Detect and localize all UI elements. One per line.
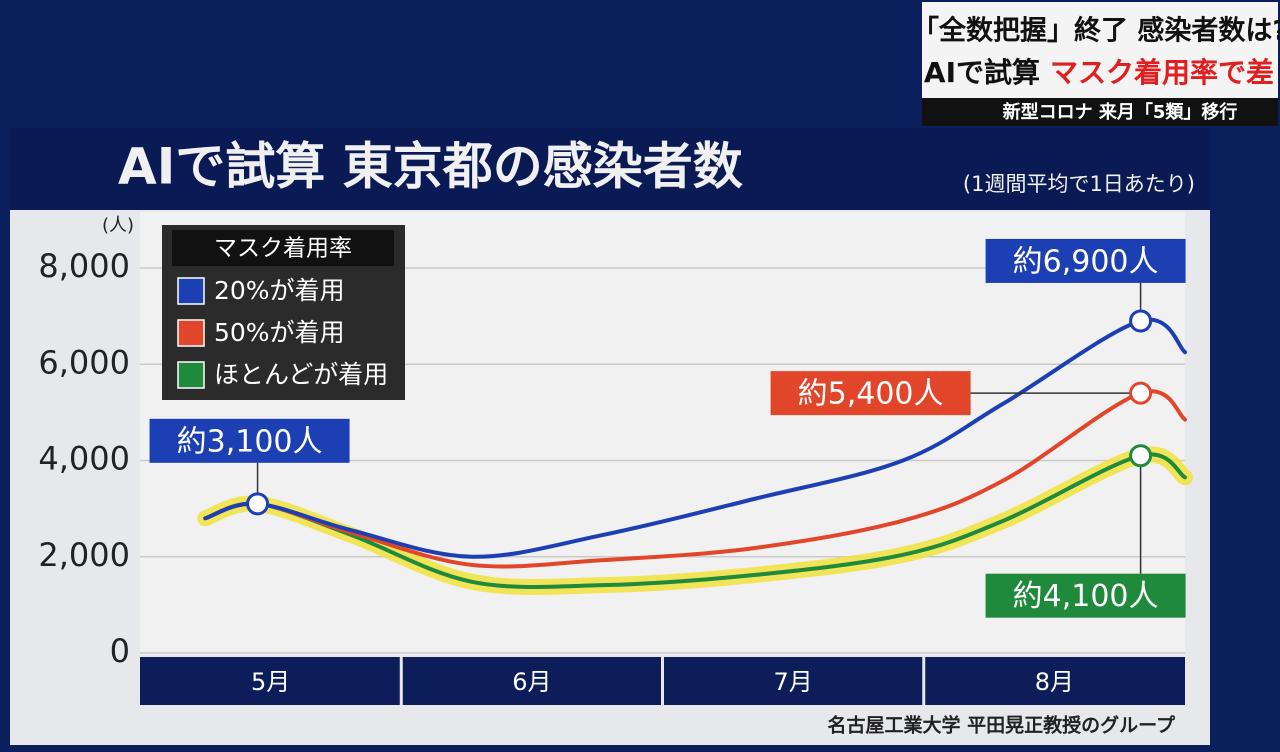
y-tick-label: 8,000 (38, 247, 130, 285)
y-tick-label: 6,000 (38, 343, 130, 381)
chart-subtitle: (1週間平均で1日あたり) (963, 172, 1195, 196)
legend-swatch (177, 319, 205, 347)
y-tick-label: 4,000 (38, 440, 130, 478)
source: 名古屋工業大学 平田晃正教授のグループ (828, 714, 1176, 737)
label-box (770, 371, 971, 416)
point-marker (1129, 309, 1153, 333)
point-marker (1129, 381, 1153, 405)
caption: マスク着用率で差 (1050, 56, 1274, 89)
data-label: 約6,900人 (1013, 244, 1159, 279)
caption: 新型コロナ 来月「5類」移行 (1003, 101, 1238, 123)
label-box (985, 573, 1186, 618)
series-line (203, 317, 1187, 559)
x-tick-label: 5月 (251, 668, 290, 696)
caption: AIで試算 (924, 56, 1040, 89)
legend-title-box (172, 230, 394, 266)
data-label: 約3,100人 (177, 424, 323, 459)
label-box (149, 418, 350, 463)
data-label: 約5,400人 (798, 377, 944, 412)
x-tick-label: 6月 (512, 668, 551, 696)
caption-box (922, 2, 1278, 98)
legend-swatch (177, 361, 205, 389)
y-tick-label: 2,000 (38, 536, 130, 574)
x-tick-label: 7月 (773, 668, 812, 696)
y-unit: (人) (102, 215, 134, 236)
point-marker (1129, 444, 1153, 468)
x-tick-label: 8月 (1035, 668, 1074, 696)
caption-strip (922, 98, 1278, 126)
caption: 「全数把握」終了 感染者数は? (912, 15, 1280, 47)
legend-title: マスク着用率 (214, 236, 352, 262)
y-tick-label: 0 (110, 632, 130, 670)
point-marker (246, 492, 270, 516)
title-bar (10, 128, 1210, 210)
legend-label: ほとんどが着用 (214, 360, 388, 389)
legend-swatch (177, 277, 205, 305)
data-label: 約4,100人 (1013, 579, 1159, 614)
chart-title: AIで試算 東京都の感染者数 (118, 138, 743, 196)
legend-label: 50%が着用 (214, 318, 345, 347)
legend-label: 20%が着用 (214, 276, 345, 305)
label-box (985, 238, 1186, 283)
